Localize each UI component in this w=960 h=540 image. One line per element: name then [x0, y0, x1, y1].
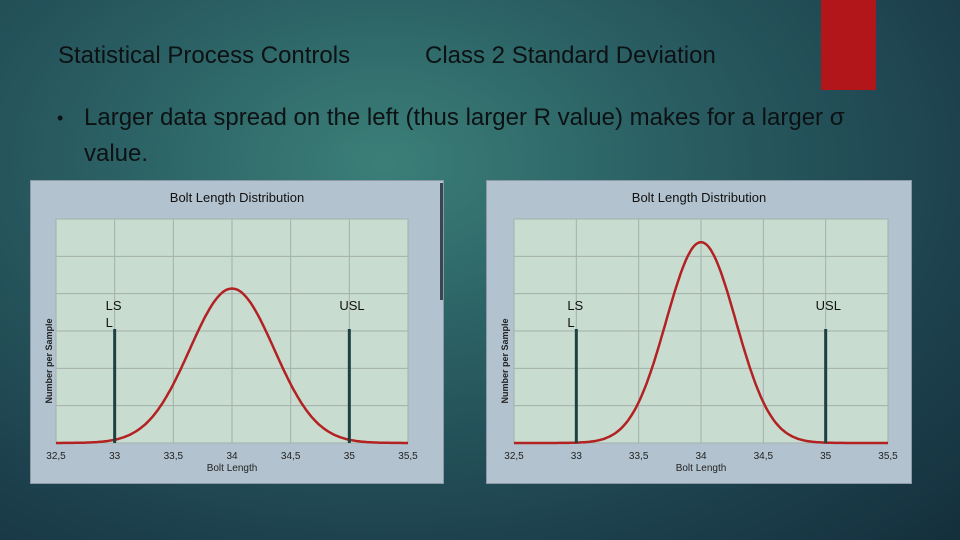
lsl-label: LS L: [567, 298, 583, 330]
accent-tab: [821, 0, 876, 90]
chart-left: Bolt Length Distribution 32,5 33 33,5 34 34,5…: [30, 180, 444, 484]
x-axis-label: Bolt Length: [676, 463, 727, 474]
bullet-point: • Larger data spread on the left (thus l…: [57, 100, 877, 172]
x-tick-label: 34,5: [281, 451, 301, 462]
chart-title: Bolt Length Distribution: [170, 190, 304, 205]
lsl-label: LS L: [106, 298, 122, 330]
y-axis-label: Number per Sample: [500, 318, 510, 403]
x-axis-label: Bolt Length: [207, 463, 258, 474]
chart-left-svg: Bolt Length Distribution 32,5 33 33,5 34 34,5…: [44, 190, 418, 474]
bullet-text: Larger data spread on the left (thus lar…: [84, 104, 845, 167]
chart-right-svg: Bolt Length Distribution 32,5 33 33,5 34 34,5…: [500, 190, 898, 474]
chart-title: Bolt Length Distribution: [632, 190, 766, 205]
y-axis-label: Number per Sample: [44, 318, 54, 403]
x-tick-label: 34: [695, 451, 707, 462]
x-tick-label: 33: [571, 451, 583, 462]
x-tick-label: 32,5: [504, 451, 524, 462]
x-tick-label: 33,5: [629, 451, 649, 462]
bullet-dot-icon: •: [57, 108, 64, 128]
x-tick-label: 33: [109, 451, 121, 462]
slide-title-left: Statistical Process Controls: [58, 42, 351, 69]
x-tick-label: 34,5: [754, 451, 774, 462]
usl-label: USL: [339, 298, 364, 313]
chart-divider: [440, 183, 443, 300]
chart-right: Bolt Length Distribution 32,5 33 33,5 34 34,5…: [486, 180, 912, 484]
slide-title-right: Class 2 Standard Deviation: [425, 42, 716, 69]
x-tick-label: 35,5: [878, 451, 898, 462]
x-tick-label: 33,5: [164, 451, 184, 462]
usl-label: USL: [816, 298, 841, 313]
x-tick-label: 35: [344, 451, 356, 462]
x-tick-label: 35: [820, 451, 832, 462]
x-tick-label: 34: [226, 451, 238, 462]
x-tick-label: 32,5: [46, 451, 66, 462]
x-tick-label: 35,5: [398, 451, 418, 462]
